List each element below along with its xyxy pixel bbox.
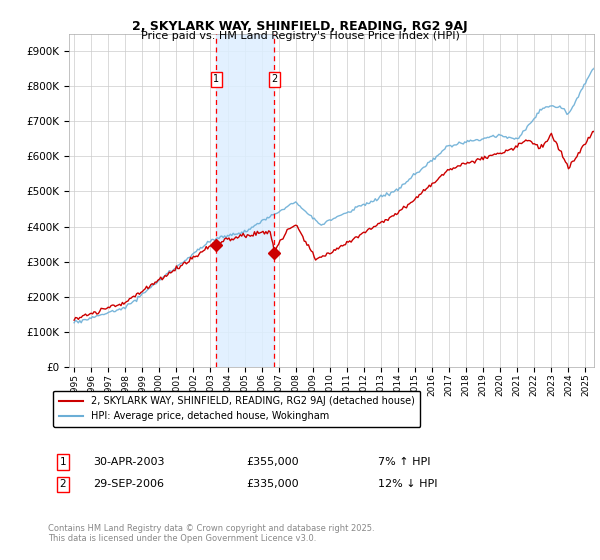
Text: 12% ↓ HPI: 12% ↓ HPI — [378, 479, 437, 489]
Text: £355,000: £355,000 — [246, 457, 299, 467]
Text: 2: 2 — [271, 74, 278, 84]
Text: Contains HM Land Registry data © Crown copyright and database right 2025.
This d: Contains HM Land Registry data © Crown c… — [48, 524, 374, 543]
Text: 29-SEP-2006: 29-SEP-2006 — [93, 479, 164, 489]
Text: 2, SKYLARK WAY, SHINFIELD, READING, RG2 9AJ: 2, SKYLARK WAY, SHINFIELD, READING, RG2 … — [132, 20, 468, 32]
Bar — [216, 34, 274, 367]
Text: 1: 1 — [213, 74, 219, 84]
Text: Price paid vs. HM Land Registry's House Price Index (HPI): Price paid vs. HM Land Registry's House … — [140, 31, 460, 41]
Text: 7% ↑ HPI: 7% ↑ HPI — [378, 457, 431, 467]
Text: 30-APR-2003: 30-APR-2003 — [93, 457, 164, 467]
Text: 1: 1 — [59, 457, 67, 467]
Text: £335,000: £335,000 — [246, 479, 299, 489]
Legend: 2, SKYLARK WAY, SHINFIELD, READING, RG2 9AJ (detached house), HPI: Average price: 2, SKYLARK WAY, SHINFIELD, READING, RG2 … — [53, 390, 421, 427]
Text: 2: 2 — [59, 479, 67, 489]
